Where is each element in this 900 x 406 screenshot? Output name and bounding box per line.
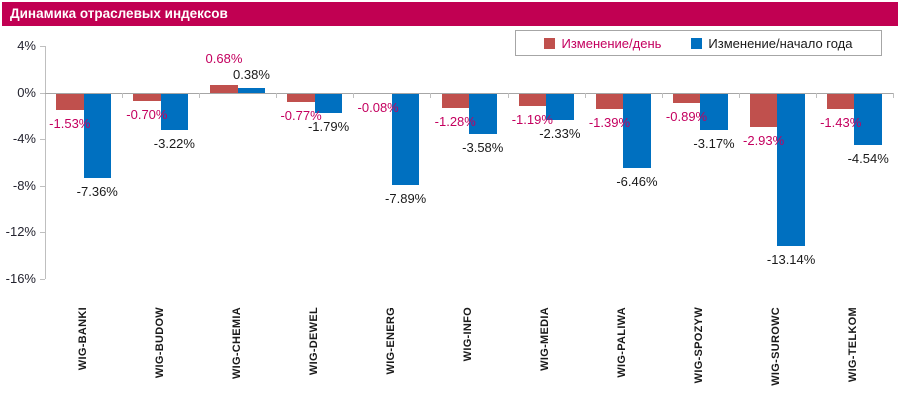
bar-label-day: -0.70% (126, 106, 168, 122)
category-tick (584, 92, 586, 98)
chart-title: Динамика отраслевых индексов (10, 6, 228, 21)
category-label: WIG-PALIWA (616, 307, 629, 378)
bar-label-day: -1.19% (511, 112, 553, 128)
bar-day (210, 84, 238, 93)
bar-ytd (391, 92, 420, 185)
legend-swatch-ytd-icon (691, 37, 703, 49)
bar-day (595, 92, 624, 109)
bar-ytd (777, 92, 805, 246)
bar-label-ytd: -4.54% (847, 151, 889, 167)
bar-label-day: -0.89% (665, 108, 708, 124)
y-axis-label: -16% (5, 271, 36, 286)
bar-label-day: -0.08% (357, 99, 399, 115)
bar-label-day: -0.77% (280, 107, 322, 123)
category-label: WIG-DEWEL (307, 307, 320, 376)
y-axis-label: -4% (12, 131, 36, 147)
category-label: WIG-SUROWC (770, 307, 783, 386)
bar-label-ytd: -7.89% (385, 190, 427, 206)
bar-ytd (314, 92, 343, 114)
y-axis-tick (40, 46, 45, 47)
bar-ytd (160, 92, 189, 131)
bar-ytd (700, 92, 728, 130)
bar-day (133, 92, 161, 101)
bar-label-ytd: -3.22% (153, 136, 195, 152)
category-label: WIG-SPOZYW (693, 307, 706, 384)
bar-day (56, 92, 84, 111)
category-tick (738, 92, 740, 98)
category-label: WIG-ENERG (384, 307, 397, 375)
category-label: WIG-MEDIA (539, 307, 552, 371)
bar-ytd (854, 92, 882, 146)
bar-ytd (237, 88, 266, 93)
bar-label-day: -1.53% (49, 116, 91, 132)
bar-day (826, 92, 855, 110)
y-axis-line (45, 46, 46, 279)
category-tick (122, 92, 124, 98)
bar-day (441, 92, 469, 108)
category-tick (661, 92, 663, 98)
category-tick (430, 92, 432, 98)
legend-swatch-day-icon (544, 37, 556, 49)
bar-ytd (623, 92, 651, 168)
legend: Изменение/день Изменение/начало года (515, 30, 882, 56)
bar-label-ytd: -2.33% (539, 125, 581, 141)
bar-label-ytd: -13.14% (766, 251, 816, 267)
category-label: WIG-BUDOW (153, 307, 166, 379)
bar-day (518, 92, 547, 107)
y-axis-tick (40, 232, 45, 234)
bar-label-day: -1.43% (820, 115, 862, 131)
legend-label-day: Изменение/день (561, 35, 662, 51)
bar-day (287, 92, 315, 102)
category-label: WIG-INFO (462, 307, 474, 362)
bar-label-ytd: -3.58% (462, 140, 504, 156)
bar-label-ytd: -7.36% (76, 184, 118, 200)
zero-line (45, 92, 893, 94)
category-label: WIG-BANKI (76, 307, 89, 371)
legend-item-ytd: Изменение/начало года (691, 35, 853, 51)
legend-item-day: Изменение/день (544, 36, 661, 51)
category-label: WIG-CHEMIA (230, 307, 243, 380)
legend-label-ytd: Изменение/начало года (708, 35, 853, 51)
bar-label-ytd: -6.46% (616, 173, 658, 189)
y-axis-label: -12% (5, 224, 36, 240)
bar-label-day: -1.39% (588, 114, 631, 130)
y-axis-tick (40, 139, 45, 141)
bar-label-day: 0.68% (205, 50, 243, 66)
category-tick (276, 92, 278, 98)
bar-label-ytd: -3.17% (693, 135, 735, 151)
bar-ytd (546, 92, 574, 120)
category-tick (199, 92, 201, 98)
category-tick (507, 92, 509, 98)
bar-day (672, 92, 701, 103)
category-tick (815, 92, 817, 98)
category-tick (893, 92, 894, 98)
bar-label-ytd: -1.79% (307, 119, 350, 135)
bar-label-day: -1.28% (434, 113, 476, 129)
category-label: WIG-TELKOM (847, 307, 860, 383)
bar-day (749, 92, 778, 127)
category-tick (353, 92, 355, 98)
bar-label-ytd: 0.38% (233, 67, 270, 83)
y-axis-tick (40, 92, 45, 94)
y-axis-tick (40, 279, 45, 280)
y-axis-label: 0% (17, 84, 36, 100)
chart-title-bar: Динамика отраслевых индексов (2, 2, 898, 26)
y-axis-label: -8% (12, 177, 36, 193)
bar-ytd (469, 92, 497, 135)
bar-ytd (83, 92, 112, 179)
bar-label-day: -2.93% (743, 132, 785, 148)
y-axis-label: 4% (17, 38, 36, 53)
y-axis-tick (40, 185, 45, 187)
